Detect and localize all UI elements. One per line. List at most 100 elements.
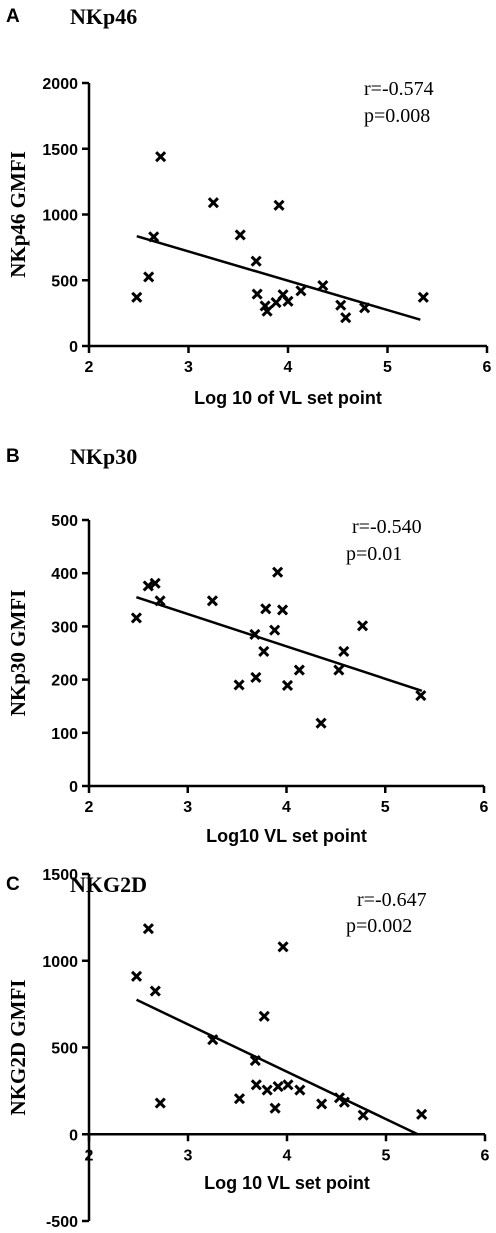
data-point-stroke <box>293 664 305 676</box>
data-point-stroke <box>416 1108 428 1120</box>
data-point-marker <box>206 595 218 607</box>
data-point-stroke <box>249 628 261 640</box>
data-point-marker <box>276 604 289 616</box>
data-point-stroke <box>294 1084 306 1096</box>
data-point-marker <box>415 689 427 702</box>
x-tick-label: 3 <box>183 799 192 816</box>
panel-letter: A <box>6 6 20 27</box>
y-axis-label: NKG2D GMFI <box>6 980 30 1116</box>
panel-a: A NKp46 0 500 1000 1500 2000 2 3 4 5 6 Log 10 of VL … <box>6 4 492 408</box>
data-point-stroke <box>295 285 307 297</box>
data-point-stroke <box>130 970 143 982</box>
y-tick-label: 100 <box>51 726 78 743</box>
x-tick-label: 5 <box>382 1147 391 1164</box>
correlation-r: r=-0.574 <box>364 78 434 100</box>
y-tick-label: 500 <box>51 513 78 530</box>
data-point-marker <box>272 566 284 578</box>
data-point-marker <box>233 679 245 691</box>
data-point-marker <box>269 624 281 636</box>
x-tick-label: 2 <box>85 359 94 376</box>
data-point-stroke <box>154 1097 166 1109</box>
y-tick-label: 1000 <box>42 208 78 225</box>
data-point-stroke <box>260 603 272 615</box>
data-point-marker <box>356 620 369 632</box>
y-tick-label: 0 <box>69 779 78 796</box>
data-point-stroke <box>206 595 218 607</box>
y-tick-label: 2000 <box>42 76 78 93</box>
x-tick-label: 3 <box>184 359 193 376</box>
data-point-marker <box>249 628 261 640</box>
data-point-stroke <box>258 1010 270 1022</box>
data-point-marker <box>250 671 262 684</box>
data-point-marker <box>207 1034 219 1046</box>
x-tick-label: 2 <box>85 1147 94 1164</box>
data-point-stroke <box>234 229 246 241</box>
data-point-marker <box>335 299 347 311</box>
panel-title: NKp30 <box>70 444 137 469</box>
data-point-marker <box>258 1010 270 1022</box>
data-point-marker <box>317 279 329 292</box>
data-point-marker <box>295 285 307 297</box>
data-point-stroke <box>154 595 166 607</box>
x-tick-label: 4 <box>282 799 291 816</box>
data-point-marker <box>249 1054 261 1067</box>
data-point-stroke <box>269 1102 281 1114</box>
data-point-stroke <box>357 1109 369 1121</box>
y-tick-label: 0 <box>69 1127 78 1144</box>
data-point-marker <box>250 1079 262 1091</box>
y-tick-label: 500 <box>51 1041 78 1058</box>
data-point-marker <box>273 199 285 211</box>
data-point-stroke <box>333 1092 346 1104</box>
data-point-marker <box>260 603 272 615</box>
correlation-r: r=-0.647 <box>357 889 427 911</box>
panel-letter: B <box>6 446 20 467</box>
x-tick-label: 6 <box>483 359 492 376</box>
data-point-marker <box>149 577 161 589</box>
data-point-marker <box>417 291 429 303</box>
data-point-stroke <box>282 295 294 307</box>
data-point-stroke <box>269 624 281 636</box>
data-point-stroke <box>356 620 369 632</box>
data-point-stroke <box>273 199 285 211</box>
data-point-marker <box>282 295 294 307</box>
regression-line <box>136 234 421 321</box>
data-point-stroke <box>333 664 345 676</box>
data-point-stroke <box>149 577 161 589</box>
x-axis-label: Log 10 of VL set point <box>194 388 382 408</box>
data-point-marker <box>250 255 262 267</box>
regression-line <box>136 595 423 692</box>
data-point-marker <box>315 717 327 729</box>
data-point-marker <box>340 312 352 324</box>
data-point-stroke <box>272 1080 284 1093</box>
data-point-marker <box>333 664 345 676</box>
y-tick-label: 200 <box>51 673 78 690</box>
data-point-marker <box>143 271 155 283</box>
data-point-marker <box>316 1098 328 1110</box>
data-point-stroke <box>277 941 289 953</box>
y-tick-label: -500 <box>46 1214 78 1231</box>
data-point-marker <box>293 664 305 676</box>
x-tick-label: 4 <box>283 1147 292 1164</box>
data-point-stroke <box>338 1096 350 1108</box>
data-point-stroke <box>261 305 273 317</box>
data-point-marker <box>359 302 371 314</box>
data-point-marker <box>131 291 143 303</box>
data-point-marker <box>272 1080 284 1093</box>
data-point-marker <box>130 970 143 982</box>
data-point-marker <box>277 941 289 953</box>
data-point-stroke <box>142 923 154 935</box>
regression-line <box>135 998 419 1136</box>
data-point-stroke <box>131 291 143 303</box>
x-axis-label: Log10 VL set point <box>206 826 367 846</box>
data-point-stroke <box>143 271 155 283</box>
data-point-stroke <box>338 645 350 657</box>
data-point-marker <box>207 197 219 209</box>
data-point-stroke <box>359 302 371 314</box>
data-point-stroke <box>317 279 329 292</box>
data-point-stroke <box>250 255 262 267</box>
data-point-stroke <box>251 288 263 300</box>
data-point-marker <box>149 985 161 997</box>
data-point-stroke <box>261 1084 273 1096</box>
data-point-marker <box>261 305 273 317</box>
